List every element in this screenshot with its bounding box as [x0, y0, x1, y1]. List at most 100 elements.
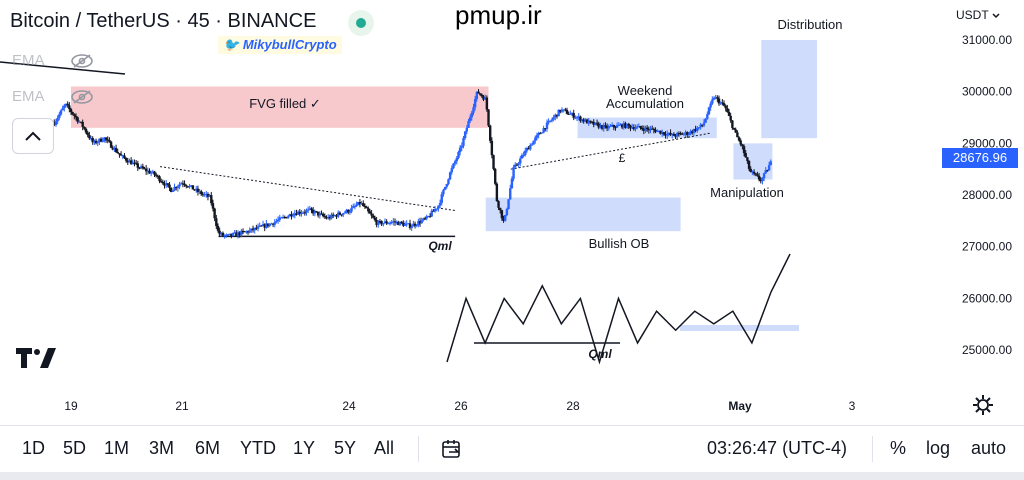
- timeframe-1d-button[interactable]: 1D: [22, 438, 46, 458]
- currency-selector[interactable]: USDT: [956, 8, 1000, 22]
- gear-icon[interactable]: [972, 394, 994, 416]
- candle-body: [99, 138, 103, 142]
- candle-body: [363, 206, 367, 208]
- hidden-eye-icon[interactable]: [70, 89, 94, 105]
- timeframe-5d-button[interactable]: 5D: [63, 438, 87, 458]
- candle-body: [510, 178, 514, 189]
- hidden-eye-icon[interactable]: [70, 53, 94, 69]
- candle-body: [310, 208, 313, 211]
- candle-body: [278, 217, 281, 220]
- candle-body: [53, 122, 56, 125]
- candle-body: [590, 121, 594, 123]
- zone-manipulation: [733, 143, 773, 180]
- candle-body: [146, 170, 150, 172]
- candle-body: [767, 165, 771, 171]
- candle-body: [144, 168, 148, 172]
- dotted-trendline: [510, 132, 712, 170]
- indicator-ema-2[interactable]: EMA: [12, 88, 45, 105]
- candle-body: [594, 122, 597, 125]
- candle-body: [517, 163, 520, 165]
- candle-body: [201, 194, 205, 196]
- candle-body: [83, 126, 86, 129]
- candle-body: [126, 160, 129, 163]
- collapse-legend-button[interactable]: [12, 118, 54, 154]
- candle-body: [477, 91, 480, 94]
- clock-time-display[interactable]: 03:26:47 (UTC-4): [707, 438, 848, 458]
- candle-body: [692, 129, 696, 133]
- timeframe-all-button[interactable]: All: [374, 438, 395, 458]
- candle-body: [592, 121, 595, 125]
- indicator-ema-1[interactable]: EMA: [12, 52, 45, 69]
- candle-body: [235, 232, 238, 236]
- candle-body: [570, 113, 574, 115]
- timeframe-1m-button[interactable]: 1M: [104, 438, 130, 458]
- candle-body: [514, 164, 517, 168]
- candle-body: [719, 102, 722, 104]
- timeframe-5y-button[interactable]: 5Y: [334, 438, 357, 458]
- candle-body: [238, 232, 241, 236]
- x-tick-label: 26: [454, 399, 468, 413]
- x-tick-label: 24: [342, 399, 356, 413]
- time-axis[interactable]: 19 21 24 26 28 May 3: [64, 399, 855, 413]
- candle-body: [432, 210, 435, 212]
- date-range-icon[interactable]: [440, 438, 464, 462]
- candle-body: [300, 213, 303, 215]
- timeframe-3m-button[interactable]: 3M: [149, 438, 175, 458]
- candle-body: [54, 121, 58, 125]
- price-axis[interactable]: 31000.00 30000.00 29000.00 28000.00 27000.00…: [962, 33, 1012, 357]
- candle-body: [260, 225, 263, 227]
- candle-body: [422, 218, 425, 221]
- candle-body: [248, 230, 251, 233]
- candle-body: [589, 120, 592, 122]
- candle-body: [273, 222, 276, 225]
- candle-body: [696, 127, 699, 131]
- candle-body: [186, 186, 190, 188]
- candle-body: [181, 183, 185, 185]
- candle-body: [662, 132, 666, 135]
- candle-body: [656, 130, 659, 133]
- zones-layer: [71, 40, 817, 232]
- candle-body: [74, 115, 78, 118]
- candle-body: [485, 97, 489, 110]
- log-scale-toggle[interactable]: log: [926, 438, 951, 458]
- timeframe-ytd-button[interactable]: YTD: [240, 438, 276, 458]
- auto-scale-toggle[interactable]: auto: [971, 438, 1007, 458]
- symbol-title[interactable]: Bitcoin / TetherUS · 45 · BINANCE: [10, 10, 317, 32]
- candle-body: [642, 129, 646, 131]
- timeframe-6m-button[interactable]: 6M: [195, 438, 221, 458]
- candle-body: [661, 132, 664, 134]
- candle-body: [332, 214, 335, 216]
- candle-body: [699, 124, 702, 128]
- candle-body: [163, 183, 166, 186]
- annotation-label: Manipulation: [710, 185, 784, 200]
- candle-body: [737, 137, 741, 141]
- candle-body: [315, 211, 318, 213]
- candle-body: [303, 212, 307, 214]
- candle-body: [69, 109, 73, 113]
- candle-body: [624, 123, 627, 128]
- candle-body: [208, 195, 211, 197]
- candle-body: [569, 113, 572, 115]
- candle-body: [707, 107, 711, 115]
- candle-body: [604, 125, 607, 127]
- candle-body: [198, 191, 201, 193]
- candle-body: [373, 217, 377, 221]
- candle-body: [156, 175, 160, 177]
- candle-body: [104, 137, 108, 140]
- candle-body: [195, 188, 198, 191]
- candle-body: [742, 146, 746, 154]
- candle-body: [652, 128, 656, 130]
- candle-body: [559, 109, 562, 112]
- candle-body: [580, 119, 584, 121]
- candle-body: [560, 109, 564, 112]
- timeframe-1y-button[interactable]: 1Y: [293, 438, 316, 458]
- candle-body: [256, 226, 260, 229]
- candle-body: [215, 218, 218, 226]
- candle-body: [505, 209, 509, 215]
- candle-body: [180, 183, 183, 185]
- candle-body: [170, 187, 173, 192]
- percent-scale-toggle[interactable]: %: [890, 438, 907, 458]
- candle-body: [457, 152, 460, 158]
- candle-body: [91, 138, 94, 143]
